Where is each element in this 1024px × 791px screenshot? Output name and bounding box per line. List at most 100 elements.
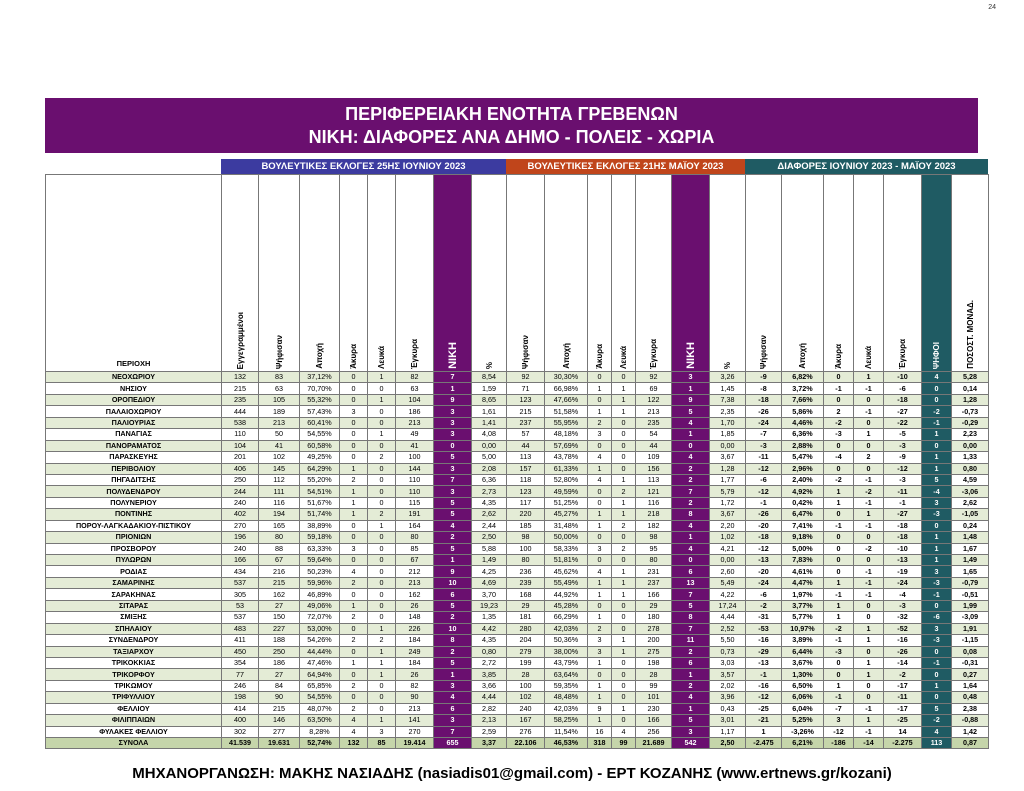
- table-cell: 0: [823, 393, 854, 407]
- table-cell: 6,50%: [781, 679, 824, 693]
- table-cell: 4: [671, 451, 710, 464]
- column-header-label: Λευκά: [864, 346, 873, 369]
- table-cell: 8: [671, 611, 710, 624]
- table-cell: 0: [367, 679, 396, 693]
- table-cell: 1: [339, 508, 368, 521]
- title-banner: ΠΕΡΙΦΕΡΕΙΑΚΗ ΕΝΟΤΗΤΑ ΓΡΕΒΕΝΩΝ ΝΙΚΗ: ΔΙΑΦ…: [45, 98, 978, 153]
- table-cell: 184: [395, 634, 434, 647]
- table-cell: 0: [367, 542, 396, 556]
- table-cell: -14: [853, 736, 884, 750]
- table-cell: 59,35%: [544, 679, 588, 693]
- table-cell: 27: [258, 599, 300, 613]
- column-header: ΨΗΦΟΙ: [921, 174, 952, 372]
- table-cell: 162: [258, 588, 300, 601]
- table-cell: 52,80%: [544, 473, 588, 487]
- table-cell: 5,00: [471, 451, 507, 464]
- column-header-label: ΝΙΚΗ: [446, 342, 459, 369]
- table-cell: 53: [221, 599, 259, 613]
- table-cell: 216: [258, 565, 300, 578]
- table-cell: 4: [671, 691, 710, 704]
- table-cell: 31,48%: [544, 519, 588, 533]
- table-cell: -2: [823, 416, 854, 430]
- table-cell: 1,67: [951, 542, 989, 556]
- table-cell: 1: [611, 634, 636, 647]
- table-cell: -1: [853, 473, 884, 487]
- area-name-cell: ΠΟΛΥΝΕΡΙΟΥ: [45, 496, 222, 510]
- table-row: ΠΡΟΣΒΟΡΟΥ 240 88 63,33% 3 0 85 5 5,88 100 58,33% 3 2…: [45, 542, 989, 556]
- table-cell: 1: [367, 714, 396, 727]
- table-cell: -2: [921, 714, 952, 727]
- table-cell: 5: [433, 451, 472, 464]
- table-cell: 0: [339, 370, 368, 384]
- table-cell: 113: [921, 736, 952, 750]
- table-cell: 5,88: [471, 542, 507, 556]
- table-cell: 227: [258, 622, 300, 636]
- table-cell: 165: [258, 519, 300, 533]
- table-cell: 3: [433, 416, 472, 430]
- table-cell: 1: [367, 622, 396, 636]
- table-cell: 1,49: [951, 553, 989, 567]
- table-cell: -10: [883, 370, 922, 384]
- table-cell: 0: [367, 576, 396, 590]
- table-row: ΠΥΛΩΡΩΝ 166 67 59,64% 0 0 67 1 1,49 80 51,81% 0 0 80 0…: [45, 553, 989, 567]
- table-cell: 188: [258, 634, 300, 647]
- table-cell: 0: [853, 439, 884, 453]
- table-cell: -11: [745, 451, 782, 464]
- column-header: Άκυρα: [823, 174, 854, 372]
- table-cell: -12: [745, 462, 782, 475]
- table-cell: 26: [395, 599, 434, 613]
- area-name-cell: ΤΡΙΚΟΡΦΟΥ: [45, 668, 222, 681]
- table-cell: 99: [635, 679, 672, 693]
- table-row: ΤΡΙΚΟΡΦΟΥ 77 27 64,94% 0 1 26 1 3,85 28 63,64% 0 0 28…: [45, 668, 989, 681]
- table-cell: -11: [883, 691, 922, 704]
- table-cell: 450: [221, 645, 259, 658]
- table-cell: 19.414: [395, 736, 434, 750]
- table-cell: 402: [221, 508, 259, 521]
- table-cell: 1: [587, 679, 612, 693]
- table-cell: -0,31: [951, 656, 989, 670]
- table-cell: 42,03%: [544, 702, 588, 716]
- table-cell: 3: [433, 462, 472, 475]
- table-cell: 0: [823, 462, 854, 475]
- table-cell: 5: [433, 656, 472, 670]
- table-cell: 1,41: [471, 416, 507, 430]
- table-cell: 1,65: [951, 565, 989, 578]
- table-row: ΠΑΝΟΡΑΜΑΤΟΣ 104 41 60,58% 0 0 41 0 0,00 44 57,69% 0…: [45, 439, 989, 453]
- table-cell: 250: [258, 645, 300, 658]
- table-cell: 1,45: [709, 382, 746, 395]
- table-cell: 180: [635, 611, 672, 624]
- table-cell: 249: [395, 645, 434, 658]
- table-cell: 48,18%: [544, 428, 588, 441]
- table-cell: -1,05: [951, 508, 989, 521]
- table-cell: 0: [367, 702, 396, 716]
- table-row: ΠΡΙΟΝΙΩΝ 196 80 59,18% 0 0 80 2 2,50 98 50,00% 0 0 98…: [45, 531, 989, 544]
- table-cell: 1,28: [709, 462, 746, 475]
- table-cell: 8: [433, 634, 472, 647]
- column-header-label: Αποχή: [561, 343, 571, 369]
- table-cell: 38,00%: [544, 645, 588, 658]
- table-cell: 0: [921, 439, 952, 453]
- table-cell: 1: [587, 691, 612, 704]
- column-header: Ψήφισαν: [258, 174, 300, 372]
- table-cell: 145: [258, 462, 300, 475]
- table-cell: 0,08: [951, 645, 989, 658]
- table-cell: 2,38: [951, 702, 989, 716]
- table-cell: -22: [883, 416, 922, 430]
- table-cell: 1: [587, 588, 612, 601]
- table-cell: 0,00: [951, 439, 989, 453]
- column-header: %: [709, 174, 746, 372]
- table-cell: 0: [587, 668, 612, 681]
- table-cell: 28: [506, 668, 545, 681]
- table-cell: -32: [883, 611, 922, 624]
- table-cell: 148: [395, 611, 434, 624]
- table-cell: 1,99: [951, 599, 989, 613]
- table-cell: 60,58%: [299, 439, 340, 453]
- table-cell: 19,23: [471, 599, 507, 613]
- table-cell: 1: [367, 668, 396, 681]
- table-cell: 0: [339, 439, 368, 453]
- table-cell: 1: [853, 714, 884, 727]
- table-cell: -2: [823, 473, 854, 487]
- table-cell: 116: [258, 496, 300, 510]
- table-cell: 0: [611, 714, 636, 727]
- page-subtitle: ΝΙΚΗ: ΔΙΑΦΟΡΕΣ ΑΝΑ ΔΗΜΟ - ΠΟΛΕΙΣ - ΧΩΡΙΑ: [308, 127, 715, 147]
